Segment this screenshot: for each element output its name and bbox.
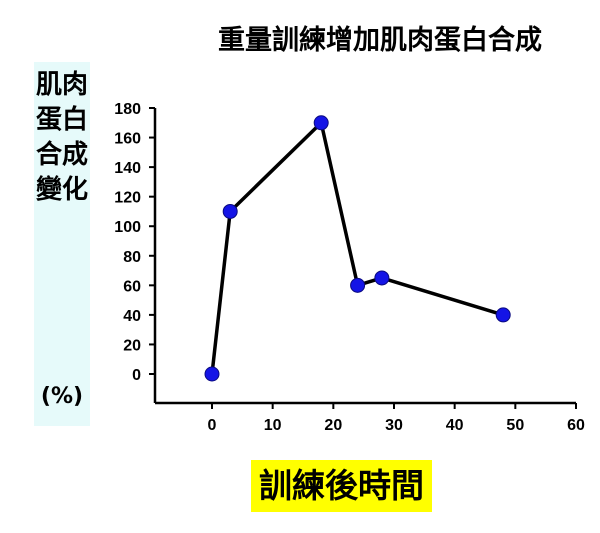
y-tick-label: 60	[123, 278, 141, 295]
x-axis-label: 訓練後時間	[251, 460, 432, 512]
y-tick-label: 100	[114, 219, 141, 236]
y-axis-unit: (%)	[40, 384, 84, 409]
y-tick-label: 120	[114, 190, 141, 207]
data-point	[204, 366, 220, 382]
series-line	[210, 121, 504, 375]
x-tick-label: 60	[567, 417, 585, 434]
x-tick-label: 20	[324, 417, 342, 434]
data-point	[374, 270, 390, 286]
y-tick-label: 160	[114, 131, 141, 148]
y-tick-label: 40	[123, 308, 141, 325]
chart-title: 重量訓練增加肌肉蛋白合成	[218, 25, 542, 56]
y-tick-label: 20	[123, 337, 141, 354]
y-axis-label-box: 肌肉蛋白合成變化 (%)	[34, 62, 90, 426]
data-point	[495, 307, 511, 323]
y-tick-label: 0	[132, 367, 141, 384]
y-tick-label: 140	[114, 160, 141, 177]
y-tick-label: 80	[123, 249, 141, 266]
x-tick-label: 50	[506, 417, 524, 434]
axes: 0 20 40 60 80 100 120 140 160 180 0 10 20 30 40 50 60	[114, 101, 585, 434]
data-point	[222, 203, 238, 219]
data-point	[350, 277, 366, 293]
y-tick-label: 180	[114, 101, 141, 118]
x-tick-label: 30	[385, 417, 403, 434]
x-tick-label: 0	[208, 417, 217, 434]
x-tick-label: 40	[446, 417, 464, 434]
series	[204, 115, 511, 382]
x-tick-label: 10	[264, 417, 282, 434]
data-point	[313, 115, 329, 131]
y-axis-label: 肌肉蛋白合成變化	[35, 70, 88, 205]
